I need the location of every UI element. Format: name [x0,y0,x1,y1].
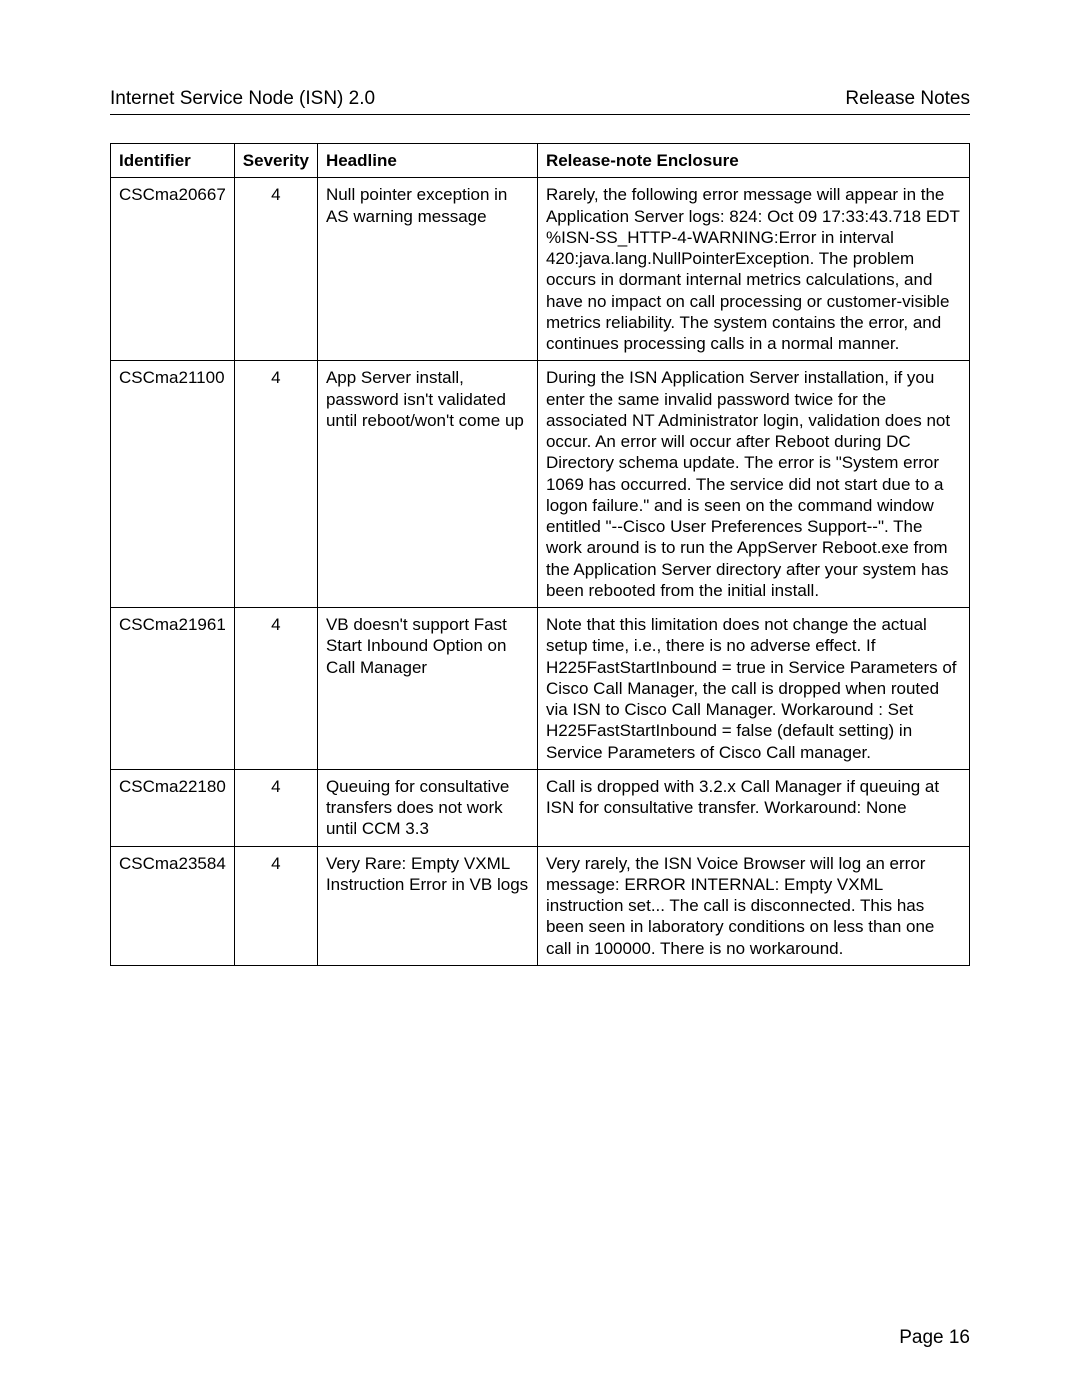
cell-severity: 4 [234,608,317,770]
table-body: CSCma20667 4 Null pointer exception in A… [111,178,970,966]
table-row: CSCma21961 4 VB doesn't support Fast Sta… [111,608,970,770]
cell-enclosure: Rarely, the following error message will… [537,178,969,361]
cell-enclosure: Very rarely, the ISN Voice Browser will … [537,846,969,965]
cell-enclosure: During the ISN Application Server instal… [537,361,969,608]
document-page: Internet Service Node (ISN) 2.0 Release … [0,0,1080,1397]
cell-enclosure: Call is dropped with 3.2.x Call Manager … [537,769,969,846]
release-notes-table: Identifier Severity Headline Release-not… [110,143,970,966]
cell-headline: Null pointer exception in AS warning mes… [317,178,537,361]
col-headline: Headline [317,144,537,178]
cell-severity: 4 [234,361,317,608]
cell-headline: VB doesn't support Fast Start Inbound Op… [317,608,537,770]
table-row: CSCma20667 4 Null pointer exception in A… [111,178,970,361]
cell-identifier: CSCma20667 [111,178,235,361]
col-severity: Severity [234,144,317,178]
table-row: CSCma23584 4 Very Rare: Empty VXML Instr… [111,846,970,965]
cell-identifier: CSCma21100 [111,361,235,608]
header-left: Internet Service Node (ISN) 2.0 [110,88,375,110]
page-header: Internet Service Node (ISN) 2.0 Release … [110,88,970,115]
cell-headline: Queuing for consultative transfers does … [317,769,537,846]
cell-severity: 4 [234,769,317,846]
header-right: Release Notes [845,88,970,110]
col-enclosure: Release-note Enclosure [537,144,969,178]
cell-enclosure: Note that this limitation does not chang… [537,608,969,770]
cell-headline: App Server install, password isn't valid… [317,361,537,608]
cell-severity: 4 [234,178,317,361]
cell-identifier: CSCma22180 [111,769,235,846]
page-number: Page 16 [899,1327,970,1348]
cell-headline: Very Rare: Empty VXML Instruction Error … [317,846,537,965]
table-row: CSCma22180 4 Queuing for consultative tr… [111,769,970,846]
cell-severity: 4 [234,846,317,965]
cell-identifier: CSCma21961 [111,608,235,770]
table-header-row: Identifier Severity Headline Release-not… [111,144,970,178]
table-row: CSCma21100 4 App Server install, passwor… [111,361,970,608]
page-footer: Page 16 [899,1327,970,1349]
col-identifier: Identifier [111,144,235,178]
cell-identifier: CSCma23584 [111,846,235,965]
